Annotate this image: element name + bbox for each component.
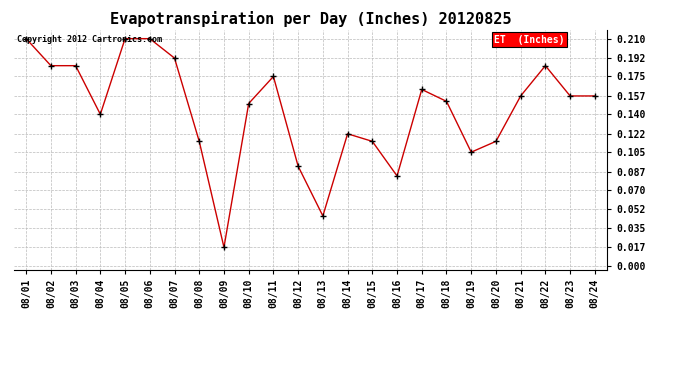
Text: Copyright 2012 Cartronics.com: Copyright 2012 Cartronics.com bbox=[17, 35, 161, 44]
Title: Evapotranspiration per Day (Inches) 20120825: Evapotranspiration per Day (Inches) 2012… bbox=[110, 12, 511, 27]
Text: ET  (Inches): ET (Inches) bbox=[495, 35, 565, 45]
